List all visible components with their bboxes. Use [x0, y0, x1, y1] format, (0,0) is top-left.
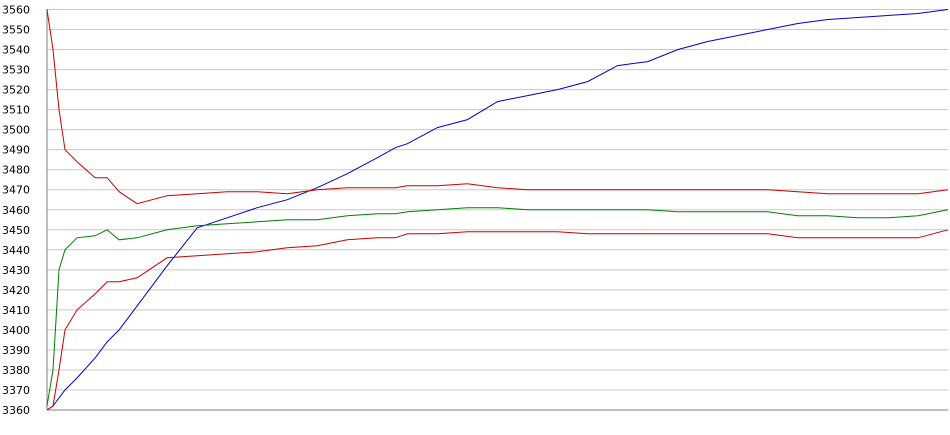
y-tick-label-3460: 3460	[2, 204, 30, 217]
y-tick-label-3400: 3400	[2, 324, 30, 337]
series-line-2	[46, 9, 949, 205]
y-tick-label-3410: 3410	[2, 304, 30, 317]
y-tick-label-3560: 3560	[2, 4, 30, 17]
y-tick-label-3490: 3490	[2, 144, 30, 157]
y-tick-label-3450: 3450	[2, 224, 30, 237]
y-tick-label-3530: 3530	[2, 64, 30, 77]
series-line-3	[46, 207, 949, 407]
series-lines	[46, 9, 949, 411]
y-tick-label-3480: 3480	[2, 164, 30, 177]
y-tick-label-3520: 3520	[2, 84, 30, 97]
y-tick-label-3510: 3510	[2, 104, 30, 117]
gridlines	[47, 9, 948, 411]
y-tick-label-3420: 3420	[2, 284, 30, 297]
y-tick-labels: 3360 3370 3380 3390 3400 3410 3420 3430 3440 3450…	[2, 4, 30, 418]
y-tick-label-3360: 3360	[2, 404, 30, 417]
y-tick-label-3550: 3550	[2, 24, 30, 37]
axes	[46, 9, 948, 411]
y-tick-label-3380: 3380	[2, 364, 30, 377]
y-tick-label-3430: 3430	[2, 264, 30, 277]
y-tick-label-3390: 3390	[2, 344, 30, 357]
y-tick-label-3540: 3540	[2, 44, 30, 57]
series-line-4	[46, 229, 949, 411]
y-tick-label-3470: 3470	[2, 184, 30, 197]
y-tick-label-3500: 3500	[2, 124, 30, 137]
series-line-1	[46, 9, 949, 411]
y-tick-label-3440: 3440	[2, 244, 30, 257]
y-tick-label-3370: 3370	[2, 384, 30, 397]
